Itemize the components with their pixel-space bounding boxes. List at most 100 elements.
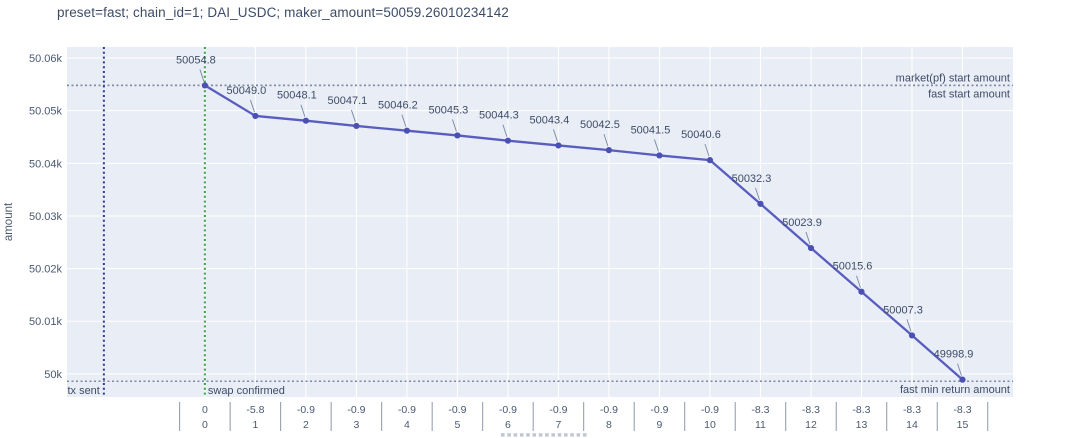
x-tick-index-label: 8 (606, 419, 612, 431)
point-label: 50023.9 (782, 217, 822, 229)
x-tick-index-label: 1 (252, 419, 258, 431)
annotation-leader (906, 319, 912, 332)
data-point[interactable] (454, 132, 461, 139)
x-axis-title-clipped (519, 433, 524, 437)
x-tick-diff-label: 0 (202, 404, 208, 416)
x-axis-title-clipped (576, 433, 581, 437)
annotation-leader (350, 109, 356, 123)
chart-title: preset=fast; chain_id=1; DAI_USDC; maker… (57, 5, 509, 20)
series-line-amount (204, 84, 964, 381)
point-label: 50043.4 (530, 114, 570, 126)
x-tick-index-label: 3 (353, 419, 359, 431)
annotation-leader (805, 231, 811, 245)
y-tick-label: 50.06k (29, 53, 63, 65)
annotation-leader (957, 363, 962, 376)
y-tick-label: 50.03k (29, 211, 63, 223)
x-tick-index-label: 7 (556, 419, 562, 431)
x-axis-title-clipped (538, 433, 543, 437)
x-tick-diff-label: -8.3 (903, 404, 921, 416)
x-tick-diff-label: -0.9 (600, 404, 618, 416)
x-tick-index-label: 10 (704, 419, 716, 431)
ref-line-label-market-pf-start: market(pf) start amount (896, 72, 1010, 84)
x-tick-index-label: 6 (505, 419, 511, 431)
x-axis-title-clipped (526, 433, 530, 437)
x-tick-diff-label: -8.3 (953, 404, 971, 416)
x-axis-title-clipped (507, 433, 511, 437)
annotation-leader (856, 275, 861, 288)
point-label: 50042.5 (580, 119, 620, 131)
point-label: 50054.8 (176, 54, 216, 66)
x-tick-index-label: 2 (303, 419, 309, 431)
point-label: 50048.1 (277, 90, 317, 102)
data-point[interactable] (757, 200, 764, 207)
event-line-label-tx-sent: tx sent (67, 385, 99, 397)
data-point[interactable] (807, 244, 815, 252)
x-axis-title-clipped (570, 433, 574, 437)
y-tick-label: 50.02k (29, 264, 63, 276)
annotation-leader (553, 129, 558, 142)
annotation-leader (704, 144, 710, 157)
point-label: 50015.6 (833, 261, 873, 273)
event-line-label-swap-confirmed: swap confirmed (208, 385, 285, 397)
y-axis-title: amount (3, 202, 15, 241)
data-point[interactable] (504, 137, 512, 144)
data-point[interactable] (302, 117, 309, 124)
x-tick-diff-label: -0.9 (499, 404, 517, 416)
point-label: 50046.2 (378, 100, 418, 112)
x-axis-title-clipped (564, 433, 568, 437)
annotation-leader (199, 69, 205, 82)
x-tick-index-label: 12 (805, 419, 817, 431)
point-label: 50041.5 (631, 124, 671, 136)
point-label: 50007.3 (883, 304, 923, 316)
x-tick-index-label: 15 (957, 419, 969, 431)
x-tick-diff-label: -0.9 (347, 404, 365, 416)
data-point[interactable] (555, 142, 562, 149)
data-point[interactable] (656, 152, 663, 159)
annotation-leader (300, 104, 306, 117)
point-label: 49998.9 (934, 349, 974, 361)
y-tick-label: 50.01k (29, 316, 63, 328)
y-tick-label: 50k (44, 369, 62, 381)
x-tick-index-label: 14 (906, 419, 918, 431)
x-axis-title-clipped (582, 433, 587, 437)
data-point[interactable] (858, 288, 865, 295)
point-label: 50044.3 (479, 110, 519, 122)
x-tick-diff-label: -0.9 (448, 404, 466, 416)
data-point[interactable] (201, 82, 208, 89)
x-axis-title-clipped (545, 433, 549, 437)
x-tick-diff-label: -8.3 (852, 404, 870, 416)
plot-area[interactable] (67, 47, 1013, 397)
ref-line-label-fast-min-return: fast min return amount (900, 384, 1010, 396)
x-axis-title-clipped (551, 433, 555, 437)
y-tick-label: 50.05k (29, 106, 63, 118)
point-label: 50045.3 (429, 104, 469, 116)
data-point[interactable] (908, 332, 916, 339)
annotation-leader (249, 99, 255, 113)
x-tick-diff-label: -0.9 (701, 404, 719, 416)
data-point[interactable] (605, 147, 613, 154)
x-tick-diff-label: -8.3 (751, 404, 769, 416)
data-point[interactable] (403, 127, 411, 134)
x-axis-title-clipped (557, 433, 562, 437)
ref-line-label-fast-start: fast start amount (928, 88, 1010, 100)
x-tick-diff-label: -8.3 (802, 404, 820, 416)
annotation-leader (755, 187, 760, 200)
annotation-leader (401, 114, 407, 127)
point-label: 50040.6 (681, 129, 721, 141)
x-tick-diff-label: -0.9 (650, 404, 668, 416)
x-tick-index-label: 13 (856, 419, 868, 431)
x-tick-diff-label: -0.9 (549, 404, 567, 416)
annotation-leader (654, 139, 659, 152)
x-axis-title-clipped (513, 433, 518, 437)
x-tick-diff-label: -5.8 (246, 404, 264, 416)
annotation-leader (603, 134, 609, 147)
annotation-leader (451, 119, 457, 132)
point-label: 50047.1 (328, 95, 368, 107)
data-point[interactable] (959, 376, 966, 383)
data-point[interactable] (706, 157, 714, 164)
x-tick-diff-label: -0.9 (398, 404, 416, 416)
data-point[interactable] (353, 122, 360, 130)
data-point[interactable] (252, 112, 259, 120)
